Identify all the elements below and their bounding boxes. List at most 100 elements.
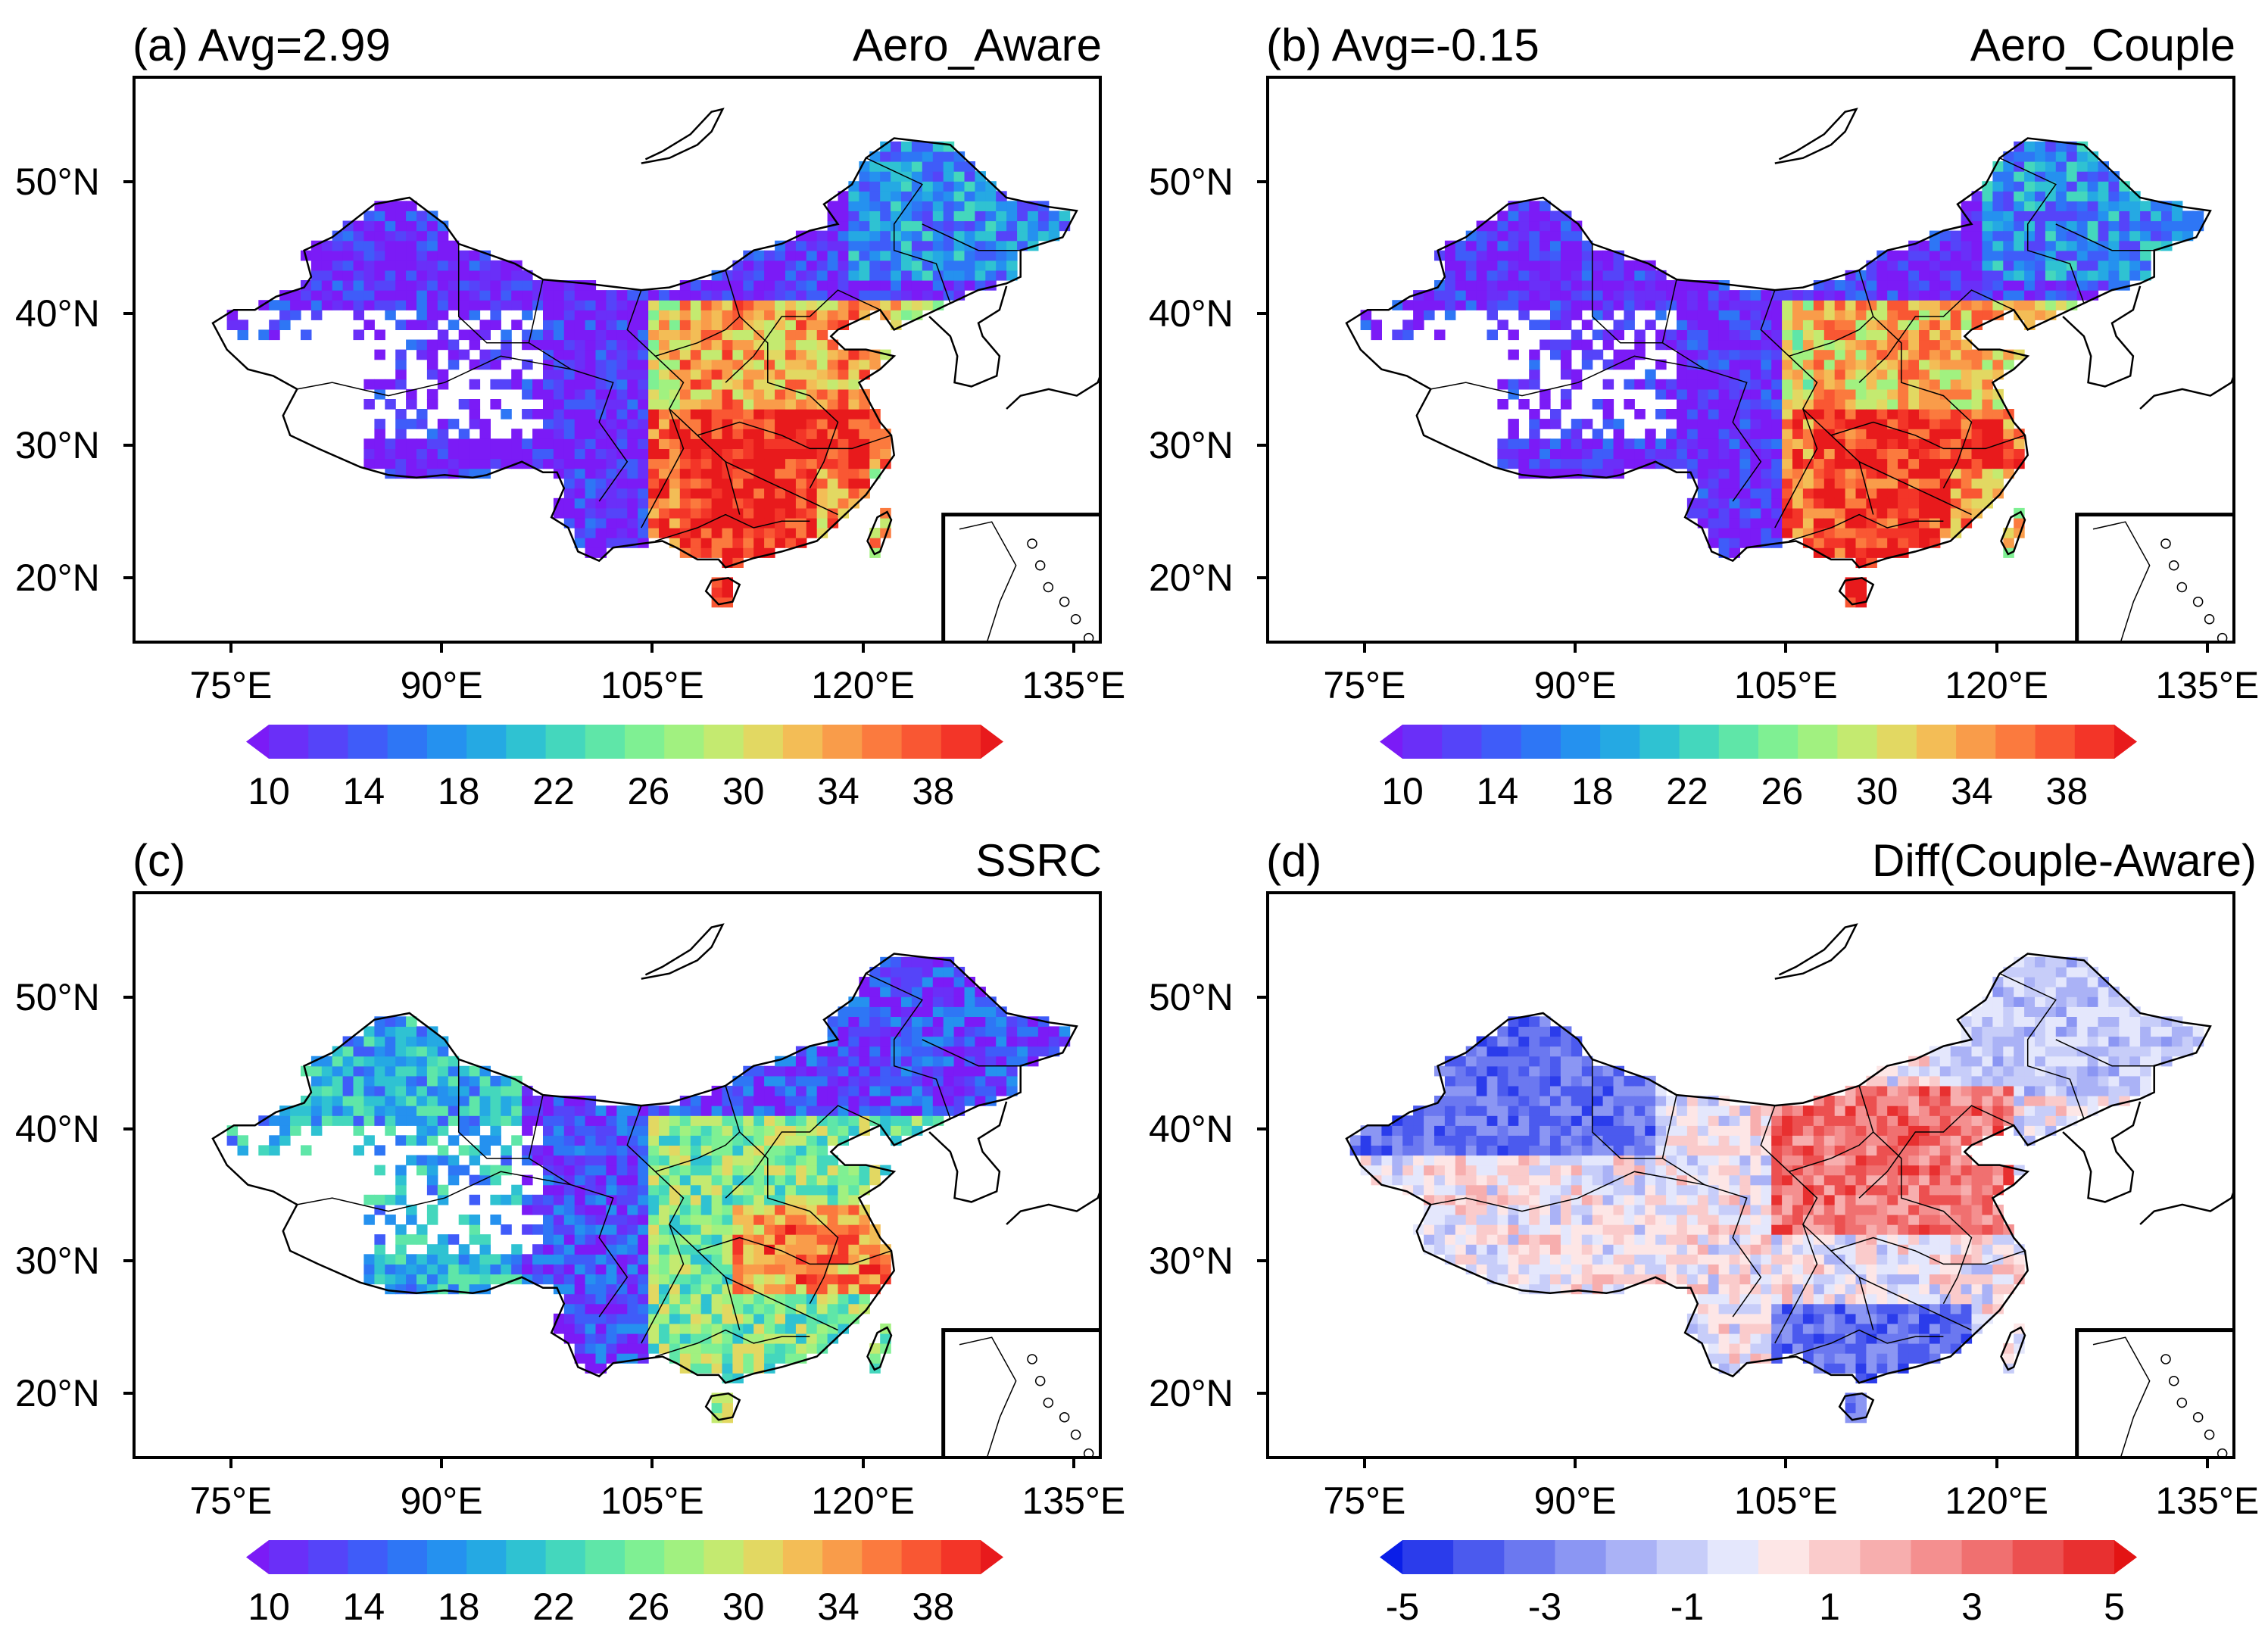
grid-cell	[932, 977, 944, 987]
grid-cell	[2140, 260, 2151, 271]
grid-cell	[606, 1204, 617, 1215]
grid-cell	[922, 1065, 934, 1077]
grid-cell	[932, 151, 944, 162]
grid-cell	[426, 1075, 438, 1087]
grid-cell	[1919, 250, 1930, 261]
grid-cell	[1950, 349, 1962, 360]
grid-cell	[1908, 290, 1920, 301]
grid-cell	[1518, 300, 1530, 310]
grid-cell	[880, 1254, 891, 1265]
grid-cell	[985, 260, 997, 271]
grid-cell	[1982, 300, 1993, 310]
grid-cell	[522, 1194, 533, 1205]
colorbar-segment	[585, 1540, 625, 1574]
grid-cell	[1802, 290, 1814, 301]
grid-cell	[1602, 379, 1614, 390]
grid-cell	[437, 220, 449, 232]
grid-cell	[743, 1293, 754, 1305]
grid-cell	[700, 458, 713, 469]
grid-cell	[932, 987, 944, 997]
inset-coastline	[2092, 521, 2151, 641]
grid-cell	[648, 1283, 660, 1295]
colorbar-segment	[1798, 725, 1838, 759]
grid-cell	[1434, 1125, 1446, 1136]
grid-cell	[385, 1036, 396, 1047]
grid-cell	[406, 230, 417, 242]
grid-cell	[522, 1155, 533, 1166]
grid-cell	[426, 349, 438, 360]
grid-cell	[1898, 419, 1909, 429]
grid-cell	[532, 379, 544, 390]
grid-cell	[437, 240, 449, 251]
grid-cell	[901, 1056, 913, 1067]
grid-cell	[1834, 300, 1846, 310]
grid-cell	[827, 1323, 839, 1334]
grid-cell	[648, 1204, 660, 1215]
grid-cell	[1855, 349, 1867, 360]
coastline	[928, 1101, 1008, 1203]
grid-cell	[753, 1184, 765, 1196]
grid-cell	[458, 1254, 470, 1265]
grid-cell	[563, 1303, 576, 1314]
grid-cell	[616, 478, 628, 489]
grid-cell	[700, 1363, 713, 1374]
grid-cell	[1381, 1145, 1393, 1156]
grid-cell	[1708, 320, 1720, 330]
grid-cell	[1581, 359, 1593, 370]
grid-cell	[563, 478, 576, 489]
lon-tick-mark	[1995, 644, 1998, 653]
grid-cell	[795, 1165, 807, 1176]
grid-cell	[563, 388, 576, 400]
grid-cell	[816, 1343, 828, 1354]
grid-cell	[795, 1264, 807, 1275]
grid-cell	[743, 1363, 754, 1374]
grid-cell	[1571, 419, 1583, 429]
grid-cell	[1413, 1135, 1424, 1146]
grid-cell	[1529, 1244, 1540, 1255]
grid-cell	[353, 280, 364, 291]
grid-cell	[1971, 438, 1983, 449]
grid-cell	[1982, 349, 1993, 360]
grid-cell	[1718, 320, 1730, 330]
grid-cell	[1782, 300, 1793, 310]
grid-cell	[522, 438, 533, 449]
country-boundary	[211, 137, 1078, 569]
grid-cell	[2055, 260, 2067, 271]
grid-cell	[469, 1254, 481, 1265]
grid-cell	[2108, 220, 2120, 232]
grid-cell	[732, 1264, 744, 1275]
grid-cell	[732, 517, 744, 529]
grid-cell	[1444, 1224, 1456, 1235]
colorbar-segment	[348, 725, 388, 759]
grid-cell	[690, 1174, 702, 1186]
grid-cell	[816, 1293, 828, 1305]
grid-cell	[2119, 220, 2130, 232]
grid-cell	[848, 1016, 859, 1027]
grid-cell	[1455, 1106, 1467, 1116]
grid-cell	[426, 388, 438, 400]
grid-cell	[743, 349, 754, 360]
grid-cell	[1048, 1036, 1060, 1047]
grid-cell	[1434, 1106, 1446, 1116]
grid-cell	[501, 260, 512, 271]
grid-cell	[1497, 300, 1508, 310]
grid-cell	[838, 300, 849, 310]
grid-cell	[1761, 488, 1772, 499]
lon-tick-mark	[2205, 644, 2209, 653]
grid-cell	[638, 399, 649, 410]
grid-cell	[880, 300, 891, 310]
lat-tick-label: 20°N	[15, 556, 100, 599]
grid-cell	[711, 528, 723, 538]
grid-cell	[838, 280, 849, 291]
grid-cell	[753, 379, 765, 390]
grid-cell	[1592, 448, 1604, 460]
grid-cell	[648, 1174, 660, 1186]
grid-cell	[426, 1056, 438, 1067]
grid-cell	[669, 1204, 681, 1215]
grid-cell	[1898, 349, 1909, 360]
grid-cell	[1771, 419, 1783, 429]
grid-cell	[1381, 1165, 1393, 1176]
grid-cell	[848, 1115, 859, 1126]
grid-cell	[669, 1323, 681, 1334]
grid-cell	[1402, 320, 1414, 330]
